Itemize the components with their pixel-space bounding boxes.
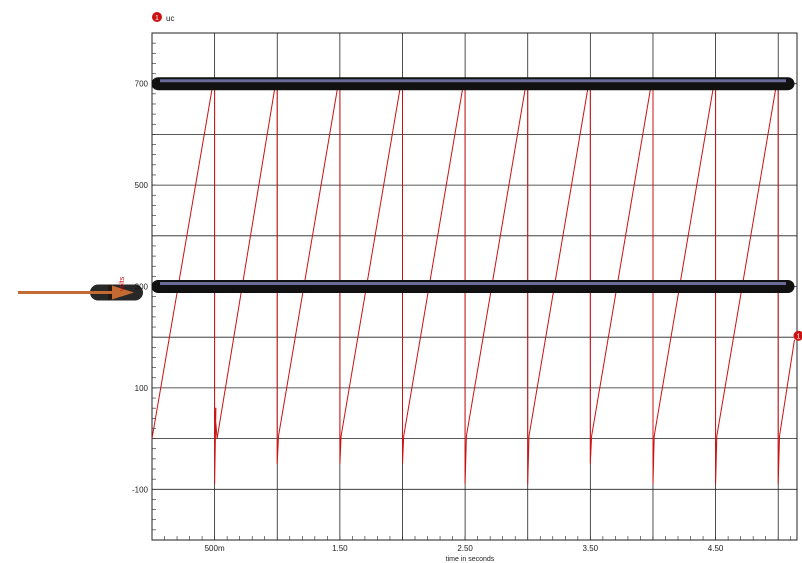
legend: 1 uc: [152, 12, 174, 23]
x-tick-label: 1.50: [332, 544, 348, 553]
legend-marker-icon: [152, 12, 162, 22]
y-tick-label: 300: [135, 283, 149, 292]
legend-label: uc: [166, 14, 174, 23]
y-tick-labels: 700 500 300 100 -100: [132, 80, 149, 495]
y-tick-label: -100: [132, 485, 149, 494]
annotation-bands: [151, 77, 795, 293]
x-tick-label: 3.50: [583, 544, 599, 553]
x-tick-label: 500m: [205, 544, 225, 553]
y-tick-label: 700: [135, 80, 149, 89]
x-axis-label: time in seconds: [446, 556, 495, 563]
arrow-tip-icon: [112, 285, 134, 300]
y-axis-label: volts: [119, 276, 126, 291]
end-marker-icon: [793, 330, 802, 341]
end-marker-label: 1: [797, 334, 801, 341]
arrow-annotation: [18, 284, 143, 301]
x-tick-labels: 500m 1.50 2.50 3.50 4.50: [205, 544, 724, 553]
y-tick-label: 100: [135, 384, 149, 393]
x-tick-label: 2.50: [457, 544, 473, 553]
x-tick-label: 4.50: [708, 544, 724, 553]
end-marker: 1: [793, 330, 802, 341]
legend-marker-label: 1: [155, 15, 159, 22]
y-tick-label: 500: [135, 181, 149, 190]
